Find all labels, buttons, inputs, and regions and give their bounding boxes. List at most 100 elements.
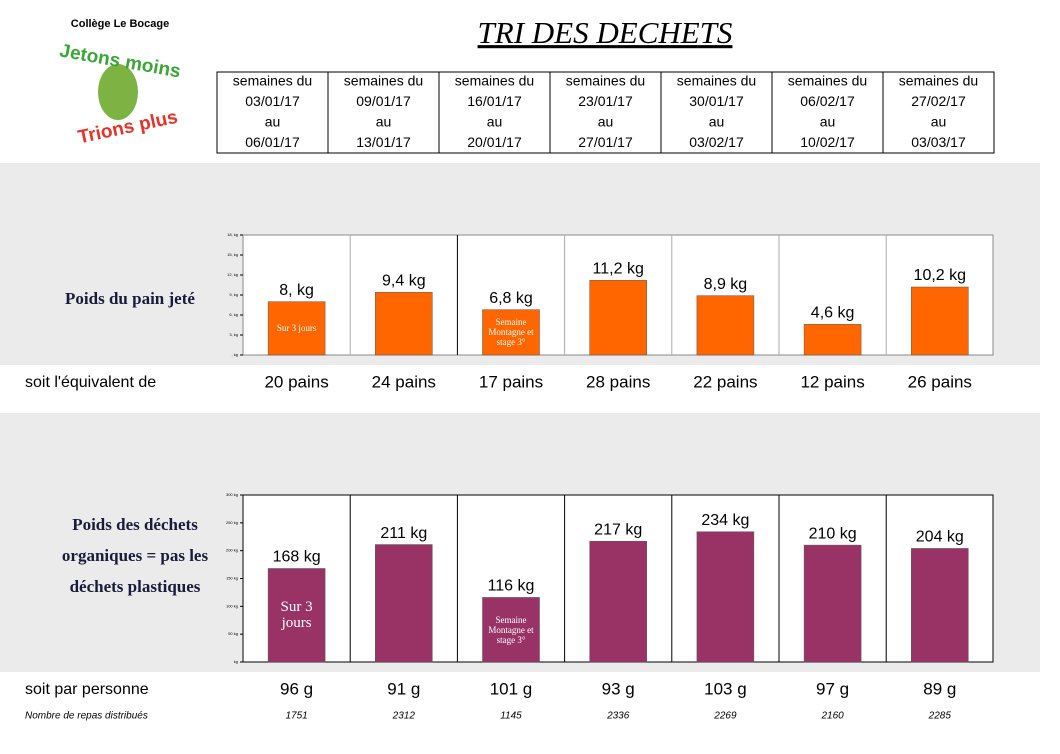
bar [803,324,862,356]
week-text: 27/01/17 [578,134,633,150]
week-text: semaines du [899,73,978,89]
value-label: 11,2 kg [593,261,644,278]
logo-figure [98,64,138,120]
week-text: au [598,114,614,130]
value-label: 168 kg [273,549,321,566]
y-tick-label: 50 kg [228,631,238,636]
y-tick-label: 150 kg [226,576,238,581]
row-value: 20 pains [264,372,328,391]
row-value: 91 g [387,679,420,698]
value-label: 210 kg [809,525,857,542]
row-value: 1145 [500,711,522,722]
row-value: 103 g [704,679,747,698]
school: Collège Le Bocage [71,18,169,30]
row-value: 2160 [820,711,844,722]
row-value: 89 g [923,679,956,698]
bar [696,295,755,356]
y-tick-label: 250 kg [226,520,238,525]
week-text: semaines du [677,73,756,89]
week-text: au [709,114,725,130]
row-value: 2336 [606,711,630,722]
week-text: 27/02/17 [911,93,966,109]
bar [589,540,647,663]
y-axis-label-box: Poids du pain jeté [65,289,195,308]
row-value: 2312 [392,711,416,722]
value-label: 8, kg [279,282,314,299]
week-text: 06/01/17 [245,134,300,150]
y-tick-label: 3, kg [229,332,238,337]
bar [911,548,969,663]
bar-note-box: Semaine Montagne et stage 3° [488,614,534,645]
y-tick-label: 9, kg [229,292,238,297]
week-text: 16/01/17 [467,93,522,109]
row-value: 17 pains [479,372,543,391]
bar [911,286,969,356]
bar-note-box: Sur 3 jours [276,323,317,334]
week-text: semaines du [788,73,867,89]
week-text: au [265,114,281,130]
y-tick-label: 200 kg [226,548,238,553]
row-value: 26 pains [908,372,972,391]
bar [267,568,326,663]
bar [267,301,326,356]
row-label: Nombre de repas distribués [25,711,148,722]
row-value: 97 g [816,679,849,698]
value-label: 8,9 kg [704,276,748,293]
value-label: 234 kg [701,512,749,529]
y-tick-label: 100 kg [226,603,238,608]
row-value: 101 g [490,679,533,698]
row-value: 96 g [280,679,313,698]
week-text: 03/01/17 [245,93,300,109]
week-text: 10/02/17 [800,134,855,150]
week-text: semaines du [566,73,645,89]
week-text: au [820,114,836,130]
week-text: 09/01/17 [356,93,411,109]
y-tick-label: , kg [232,352,238,357]
row-value: 2285 [928,711,952,722]
y-tick-label: 12, kg [227,272,238,277]
bar [375,544,433,663]
week-text: 23/01/17 [578,93,633,109]
bar [482,309,540,356]
value-label: 10,2 kg [914,267,966,284]
row-label: soit par personne [25,681,149,698]
week-text: 03/03/17 [911,134,966,150]
bar [803,544,862,663]
y-axis-label-box: Poids des déchets organiques = pas les d… [61,514,209,596]
y-axis-label: Poids des déchets organiques = pas les d… [61,514,209,596]
week-text: 03/02/17 [689,134,744,150]
value-label: 6,8 kg [489,290,533,307]
row-value: 93 g [602,679,635,698]
row-value: 2269 [713,711,737,722]
y-tick-label: 6, kg [229,312,238,317]
bar [696,531,755,663]
y-tick-label: 18, kg [227,232,238,237]
row-value: 12 pains [800,372,864,391]
bar [375,292,433,356]
week-text: au [376,114,392,130]
bar [482,597,540,663]
row-value: 22 pains [693,372,757,391]
table-border [216,71,995,154]
week-text: 30/01/17 [689,93,744,109]
week-text: 20/01/17 [467,134,522,150]
bar-note: Semaine Montagne et stage 3° [488,317,534,348]
row-value: 24 pains [372,372,436,391]
row-label: soit l'équivalent de [25,374,156,391]
y-tick-label: 300 kg [226,492,238,497]
bar-note: Sur 3 jours [276,323,317,334]
bar-note: Semaine Montagne et stage 3° [488,614,534,645]
title: TRI DES DECHETS [478,15,733,50]
bar [589,280,647,356]
week-text: semaines du [455,73,534,89]
bar-note: Sur 3 jours [280,599,313,632]
week-text: 13/01/17 [356,134,411,150]
week-text: semaines du [233,73,312,89]
row-value: 28 pains [586,372,650,391]
value-label: 217 kg [594,521,642,538]
y-tick-label: kg [234,659,238,664]
week-text: au [487,114,503,130]
value-label: 211 kg [380,525,427,542]
